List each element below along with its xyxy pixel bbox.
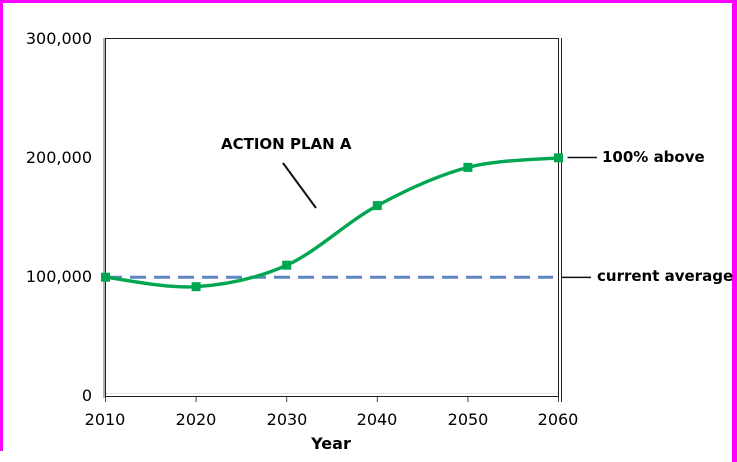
annotation-current-average: current average (597, 267, 734, 285)
y-tick-label-200000: 200,000 (25, 148, 92, 167)
x-tick-label-2010: 2010 (84, 410, 126, 429)
magenta-frame-top (0, 0, 737, 3)
x-tick-label-2040: 2040 (356, 410, 398, 429)
x-tick-label-2060: 2060 (537, 410, 579, 429)
magenta-frame-left (0, 0, 3, 451)
x-tick-label-2050: 2050 (447, 410, 489, 429)
zero-gridline (106, 393, 558, 394)
magenta-frame-right (732, 0, 737, 462)
y-tick-label-300000: 300,000 (25, 29, 92, 48)
series-label-action-plan-a: ACTION PLAN A (221, 135, 352, 153)
x-axis-title: Year (311, 434, 351, 453)
annotation-100-percent-above: 100% above (602, 148, 705, 166)
x-tick-label-2030: 2030 (266, 410, 308, 429)
plot-right-outer-line (561, 38, 562, 402)
x-tick-label-2020: 2020 (175, 410, 217, 429)
y-tick-label-100000: 100,000 (25, 267, 92, 286)
y-tick-label-0: 0 (81, 386, 92, 405)
plot-area (105, 38, 559, 397)
